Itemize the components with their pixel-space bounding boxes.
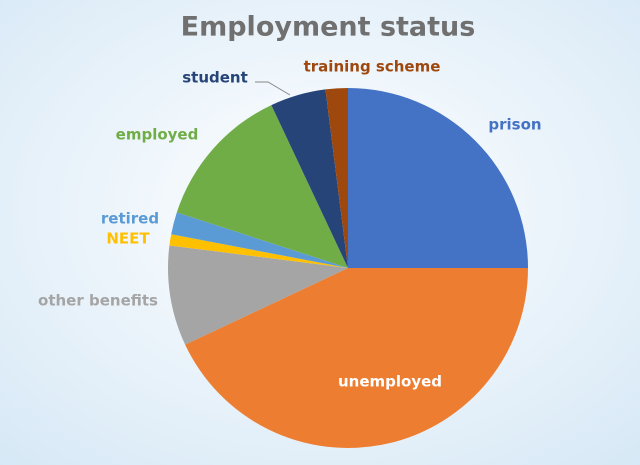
slice-label: training scheme	[304, 58, 441, 76]
leader-line	[255, 81, 291, 96]
pie-slice	[325, 88, 348, 268]
pie-slice	[169, 234, 348, 268]
chart-title: Employment status	[181, 12, 476, 43]
slice-label: prison	[488, 116, 541, 134]
pie-slice	[185, 268, 528, 449]
slice-label: unemployed	[338, 373, 442, 391]
pie-slice	[171, 212, 348, 268]
slice-label: other benefits	[38, 292, 158, 310]
pie-slice	[168, 245, 348, 345]
pie-slice	[176, 105, 348, 268]
slice-label: NEET	[106, 230, 150, 248]
pie-slice	[348, 88, 528, 268]
slice-label: student	[182, 69, 248, 87]
slice-label: employed	[116, 126, 199, 144]
pie-slice	[271, 89, 348, 268]
slice-label: retired	[101, 210, 159, 228]
